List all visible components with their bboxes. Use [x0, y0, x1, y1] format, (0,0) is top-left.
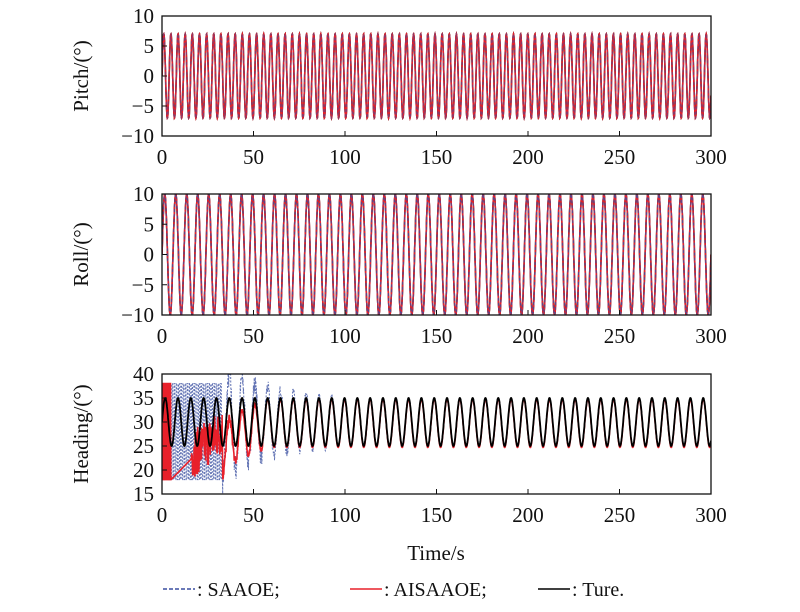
series-ture — [162, 397, 711, 447]
x-axis-label: Time/s — [407, 541, 465, 565]
y-tick-label: −5 — [132, 273, 154, 297]
y-tick-label: −10 — [121, 124, 154, 148]
y-tick-label: 10 — [133, 182, 154, 206]
x-tick-label: 0 — [157, 503, 168, 527]
x-tick-label: 250 — [604, 324, 636, 348]
y-tick-label: 10 — [133, 4, 154, 28]
y-tick-label: 30 — [133, 410, 154, 434]
y-tick-label: 0 — [144, 243, 155, 267]
y-tick-label: −10 — [121, 303, 154, 327]
x-tick-label: 300 — [695, 145, 727, 169]
x-tick-label: 200 — [512, 324, 544, 348]
y-tick-label: 0 — [144, 64, 155, 88]
series-aisaaoe — [162, 382, 711, 481]
y-tick-label: 20 — [133, 458, 154, 482]
legend-item: : Ture. — [538, 579, 624, 601]
legend-label: : AISAAOE; — [384, 579, 487, 601]
y-tick-label: 15 — [133, 482, 154, 506]
plot-frame — [161, 373, 712, 495]
y-tick-label: 5 — [144, 212, 155, 236]
series-saaoe — [162, 31, 711, 121]
x-tick-label: 150 — [421, 324, 453, 348]
y-tick-label: −5 — [132, 94, 154, 118]
y-tick-label: 5 — [144, 34, 155, 58]
legend: : SAAOE; : AISAAOE; : Ture. — [163, 579, 624, 601]
x-tick-label: 200 — [512, 145, 544, 169]
x-tick-label: 50 — [243, 145, 264, 169]
y-axis-label: Roll/(°) — [69, 222, 93, 286]
x-tick-label: 250 — [604, 503, 636, 527]
series-saaoe — [162, 194, 711, 315]
x-tick-label: 50 — [243, 503, 264, 527]
x-tick-label: 100 — [329, 145, 361, 169]
y-axis-label: Pitch/(°) — [69, 40, 93, 111]
y-tick-label: 35 — [133, 386, 154, 410]
x-tick-label: 150 — [421, 503, 453, 527]
x-tick-label: 100 — [329, 503, 361, 527]
legend-item: : SAAOE; — [163, 579, 280, 601]
x-tick-label: 150 — [421, 145, 453, 169]
y-tick-label: 25 — [133, 434, 154, 458]
x-tick-label: 200 — [512, 503, 544, 527]
x-tick-label: 100 — [329, 324, 361, 348]
y-tick-label: 40 — [133, 362, 154, 386]
legend-label: : Ture. — [572, 579, 624, 601]
x-tick-label: 50 — [243, 324, 264, 348]
x-tick-label: 250 — [604, 145, 636, 169]
x-tick-label: 0 — [157, 324, 168, 348]
legend-item: : AISAAOE; — [350, 579, 487, 601]
legend-label: : SAAOE; — [197, 579, 280, 601]
x-tick-label: 300 — [695, 324, 727, 348]
y-axis-label: Heading/(°) — [69, 384, 93, 483]
x-tick-label: 300 — [695, 503, 727, 527]
x-tick-label: 0 — [157, 145, 168, 169]
